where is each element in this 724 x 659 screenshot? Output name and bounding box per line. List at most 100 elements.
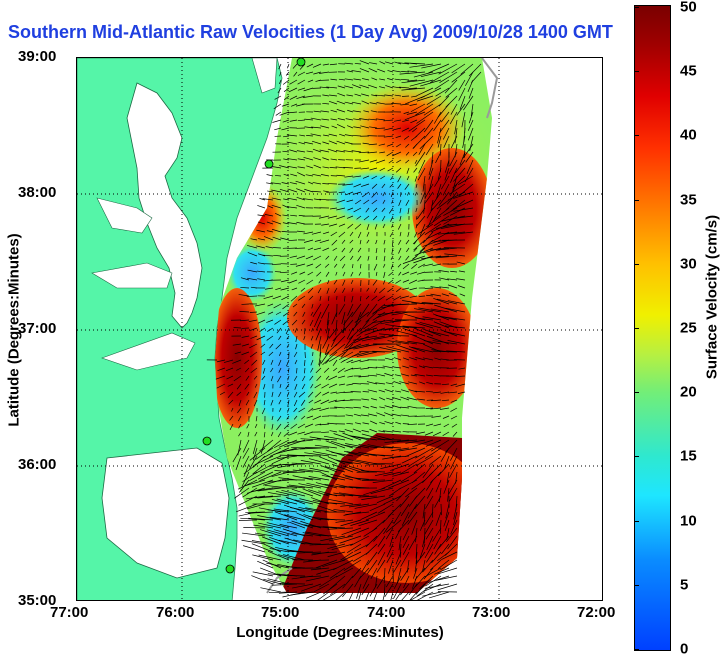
- velocity-vector: [377, 68, 386, 73]
- velocity-vector: [331, 543, 354, 551]
- colorbar-tick-mark: [634, 263, 639, 265]
- velocity-vector: [340, 359, 346, 364]
- velocity-vector: [297, 431, 306, 435]
- velocity-vector: [419, 575, 434, 590]
- velocity-vector: [238, 431, 242, 437]
- velocity-vector: [344, 367, 354, 372]
- velocity-vector: [238, 294, 250, 297]
- velocity-vector: [415, 447, 434, 459]
- velocity-vector: [323, 134, 330, 137]
- velocity-vector: [353, 207, 362, 213]
- velocity-vector: [384, 247, 386, 253]
- velocity-vector: [424, 223, 442, 235]
- velocity-vector: [313, 71, 322, 75]
- velocity-vector: [286, 359, 290, 367]
- velocity-vector: [412, 151, 418, 157]
- velocity-vector: [447, 278, 458, 281]
- velocity-vector: [316, 438, 338, 441]
- velocity-vector: [433, 297, 450, 305]
- velocity-vector: [393, 366, 402, 369]
- map-plot-area[interactable]: [76, 57, 603, 601]
- velocity-vector: [266, 522, 290, 529]
- velocity-vector: [315, 559, 338, 569]
- velocity-vector: [242, 532, 266, 537]
- velocity-vector: [269, 537, 290, 545]
- velocity-vector: [444, 159, 450, 173]
- velocity-vector: [422, 175, 426, 192]
- velocity-vector: [315, 319, 322, 331]
- velocity-vector: [264, 287, 274, 290]
- velocity-vector: [359, 68, 370, 73]
- velocity-vector: [258, 253, 266, 257]
- velocity-vector: [377, 503, 394, 514]
- velocity-vector: [416, 431, 426, 435]
- velocity-vector: [464, 143, 466, 158]
- velocity-vector: [366, 559, 378, 575]
- velocity-vector: [361, 559, 370, 572]
- velocity-vector: [298, 295, 306, 301]
- velocity-vector: [413, 327, 434, 337]
- velocity-vector: [436, 199, 450, 210]
- velocity-vector: [463, 95, 474, 111]
- velocity-vector: [419, 543, 426, 558]
- velocity-vector: [304, 126, 314, 129]
- velocity-vector: [219, 391, 226, 396]
- velocity-vector: [398, 271, 402, 276]
- velocity-vector: [361, 479, 386, 481]
- velocity-vector: [351, 287, 354, 292]
- velocity-vector: [400, 389, 410, 393]
- velocity-vector: [270, 399, 274, 406]
- velocity-vector: [305, 255, 314, 260]
- velocity-vector: [247, 245, 258, 249]
- velocity-vector: [217, 367, 226, 371]
- velocity-vector: [377, 311, 402, 315]
- velocity-vector: [312, 182, 322, 185]
- velocity-vector: [370, 446, 394, 449]
- velocity-vector: [452, 175, 458, 191]
- velocity-vector: [351, 295, 354, 303]
- y-tick-35: 35:00: [18, 592, 57, 609]
- velocity-vector: [327, 279, 330, 285]
- velocity-vector: [412, 439, 434, 448]
- velocity-vector: [367, 413, 378, 417]
- velocity-vector: [261, 375, 266, 381]
- velocity-vector: [343, 494, 370, 497]
- velocity-vector: [443, 135, 450, 148]
- velocity-vector: [361, 93, 370, 97]
- velocity-vector: [344, 429, 354, 433]
- velocity-vector: [450, 270, 458, 273]
- velocity-vector: [278, 359, 282, 366]
- velocity-vector: [399, 381, 410, 385]
- velocity-vector: [322, 166, 330, 169]
- velocity-vector: [398, 535, 402, 551]
- velocity-vector: [236, 391, 242, 396]
- velocity-vector: [223, 359, 234, 363]
- velocity-vector: [420, 71, 442, 78]
- velocity-vector: [353, 183, 362, 188]
- velocity-vector: [350, 359, 362, 364]
- colorbar-tick-mark: [634, 328, 639, 329]
- velocity-vector: [392, 471, 410, 477]
- velocity-vector: [395, 591, 402, 600]
- velocity-vector: [448, 391, 458, 394]
- velocity-vector: [408, 389, 418, 393]
- velocity-vector: [353, 118, 362, 121]
- velocity-vector: [275, 343, 282, 350]
- velocity-vector: [279, 407, 282, 412]
- velocity-vector: [379, 78, 386, 81]
- velocity-vector: [391, 103, 402, 105]
- velocity-vector: [363, 215, 370, 221]
- velocity-vector: [366, 239, 370, 244]
- velocity-vector: [270, 367, 274, 373]
- velocity-vector: [388, 207, 394, 214]
- velocity-vector: [375, 247, 378, 254]
- velocity-vector: [437, 535, 450, 550]
- velocity-vector: [327, 295, 330, 301]
- x-tick-73: 73:00: [472, 604, 511, 621]
- velocity-vector: [442, 316, 466, 321]
- velocity-vector: [443, 215, 458, 225]
- velocity-vector: [430, 286, 442, 289]
- velocity-vector: [383, 263, 386, 268]
- velocity-vector: [442, 183, 450, 196]
- velocity-vector: [445, 307, 466, 313]
